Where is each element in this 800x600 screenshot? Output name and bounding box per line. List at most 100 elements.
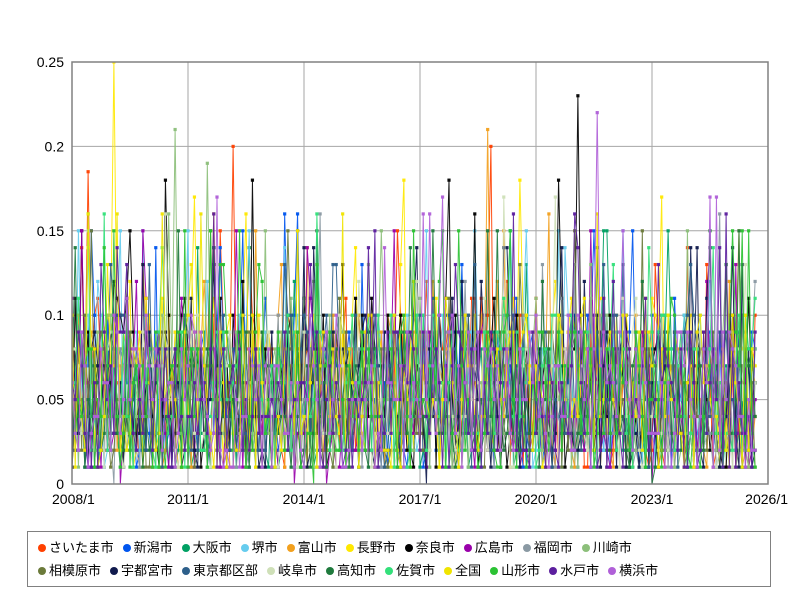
data-point [370,313,374,317]
data-point [389,414,393,419]
legend-item-水戸市[interactable]: 水戸市 [549,564,599,577]
data-point [640,330,644,334]
legend-item-全国[interactable]: 全国 [444,564,481,577]
data-point [734,364,738,368]
legend-item-さいたま市[interactable]: さいたま市 [38,541,114,554]
data-point [405,330,409,334]
data-point [627,414,632,419]
data-point [392,229,396,233]
data-point [241,465,245,469]
legend-item-東京都区部[interactable]: 東京都区部 [182,564,258,577]
data-point [647,431,651,435]
legend-marker-icon [122,543,131,552]
data-point [266,465,271,469]
legend-item-広島市[interactable]: 広島市 [463,541,514,554]
data-point [199,465,203,469]
data-point [618,364,622,368]
data-point [221,381,226,385]
data-point [714,398,719,402]
data-point [660,398,664,402]
legend-item-川崎市[interactable]: 川崎市 [581,541,632,554]
data-point [705,398,709,402]
data-point [511,212,516,216]
data-point [672,398,677,402]
data-point [476,414,480,419]
data-point [608,347,612,351]
data-point [363,313,367,317]
data-point [218,296,222,300]
data-point [753,414,757,419]
data-point [705,465,709,469]
legend-item-堺市[interactable]: 堺市 [240,541,278,554]
legend-item-岐阜市[interactable]: 岐阜市 [267,564,317,577]
data-point [553,364,557,368]
data-point [295,414,300,419]
data-point [527,330,532,334]
legend-item-富山市[interactable]: 富山市 [286,541,337,554]
data-point [576,246,580,250]
data-point [421,448,425,452]
data-point [115,381,119,385]
data-point [250,178,255,182]
data-point [334,448,338,452]
data-point [498,347,503,351]
data-point [318,330,322,334]
data-point [334,313,338,317]
data-point [334,330,338,334]
data-point [695,364,699,368]
legend-item-佐賀市[interactable]: 佐賀市 [385,564,435,577]
data-point [373,364,377,368]
data-point [576,398,580,402]
data-point [415,313,419,317]
y-tick-label: 0.25 [37,54,64,70]
data-point [705,279,709,284]
legend-item-山形市[interactable]: 山形市 [490,564,540,577]
legend-item-相模原市[interactable]: 相模原市 [38,564,101,577]
data-point [321,448,325,452]
legend-item-長野市[interactable]: 長野市 [345,541,396,554]
data-point [479,330,483,334]
legend-item-横浜市[interactable]: 横浜市 [608,564,658,577]
legend-item-新潟市[interactable]: 新潟市 [122,541,173,554]
data-point [244,330,248,334]
data-point [334,381,338,385]
data-point [508,229,512,233]
data-point [157,330,161,334]
data-point [743,381,748,385]
data-point [521,448,525,452]
bottom-mask [0,485,800,520]
data-point [418,313,422,317]
data-point [730,313,735,317]
data-point [273,381,277,385]
legend-item-奈良市[interactable]: 奈良市 [404,541,455,554]
legend-item-大阪市[interactable]: 大阪市 [181,541,232,554]
data-point [370,296,374,300]
data-point [492,398,496,402]
data-point [376,381,380,385]
data-point [660,465,664,469]
data-point [379,229,383,233]
data-point [534,465,538,469]
data-point [183,229,187,233]
legend-item-高知市[interactable]: 高知市 [326,564,376,577]
data-point [547,398,551,402]
data-point [621,262,625,267]
data-point [112,229,116,233]
data-point [534,381,538,385]
data-point [334,262,338,267]
data-point [711,246,715,250]
data-point [273,364,277,368]
data-point [531,448,535,452]
legend-item-宇都宮市[interactable]: 宇都宮市 [110,564,173,577]
data-point [147,431,151,435]
data-point [241,448,245,452]
data-point [563,364,567,368]
data-point [434,330,438,334]
data-point [640,229,644,233]
data-point [650,448,654,452]
data-point [279,381,284,385]
legend-item-福岡市[interactable]: 福岡市 [522,541,573,554]
data-point [701,330,706,334]
data-point [167,381,171,385]
data-point [370,347,374,351]
